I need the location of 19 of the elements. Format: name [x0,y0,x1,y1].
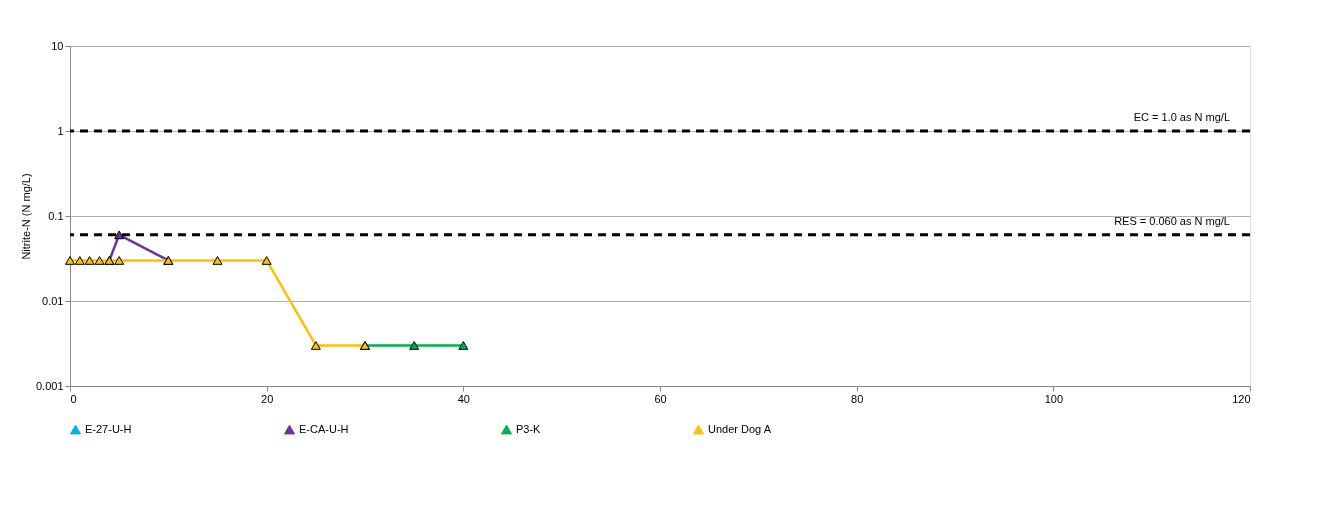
y-tick-label: 0.001 [35,379,64,392]
y-axis-title: Nitrite-N (N mg/L) [19,173,32,260]
x-tick-label: 20 [261,392,274,405]
ref-line-label: EC = 1.0 as N mg/L [1133,111,1230,123]
ref-line-label: RES = 0.060 as N mg/L [1114,214,1230,227]
x-tick-label: 100 [1044,392,1064,405]
legend-label: Under Dog A [708,422,772,435]
legend-label: P3-K [516,422,542,435]
x-tick-label: 60 [654,392,667,405]
legend-label: E-CA-U-H [299,422,349,435]
y-tick-label: 1 [57,124,64,137]
legend-label: E-27-U-H [85,422,132,435]
y-tick-label: 10 [51,39,64,52]
y-tick-label: 0.01 [42,294,64,307]
x-tick-label: 40 [457,392,470,405]
x-tick-label: 0 [70,392,77,405]
x-tick-label: 120 [1232,392,1251,405]
y-tick-label: 0.1 [48,209,64,222]
x-tick-label: 80 [851,392,864,405]
